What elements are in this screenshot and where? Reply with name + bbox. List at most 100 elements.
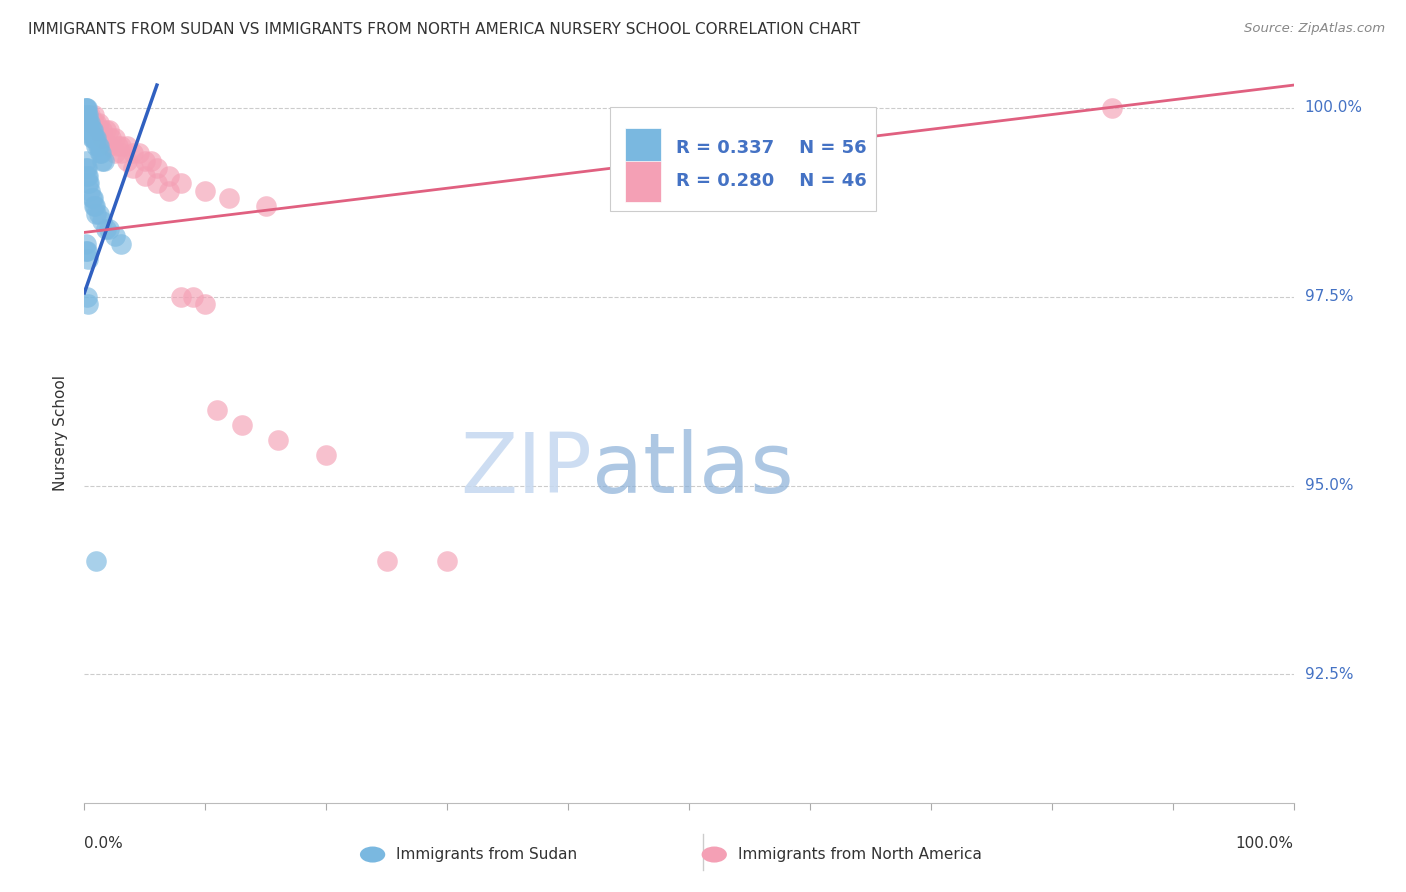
Point	[79, 116, 101, 130]
Point	[157, 169, 180, 183]
Point	[139, 153, 162, 168]
Point	[82, 191, 104, 205]
Point	[110, 236, 132, 251]
Point	[77, 108, 100, 122]
Point	[104, 229, 127, 244]
Point	[181, 290, 204, 304]
Point	[76, 116, 98, 130]
Point	[80, 191, 103, 205]
Point	[80, 116, 103, 130]
Point	[146, 161, 169, 176]
Point	[77, 116, 100, 130]
Text: 92.5%: 92.5%	[1305, 667, 1353, 681]
Text: IMMIGRANTS FROM SUDAN VS IMMIGRANTS FROM NORTH AMERICA NURSERY SCHOOL CORRELATIO: IMMIGRANTS FROM SUDAN VS IMMIGRANTS FROM…	[28, 22, 860, 37]
Point	[91, 153, 114, 168]
Point	[100, 131, 122, 145]
Point	[86, 138, 108, 153]
Point	[77, 123, 100, 137]
Point	[254, 199, 277, 213]
Point	[77, 252, 100, 266]
Point	[157, 184, 180, 198]
Point	[87, 138, 110, 153]
Text: 0.0%: 0.0%	[84, 836, 124, 851]
Point	[93, 153, 115, 168]
Point	[91, 214, 114, 228]
Text: Immigrants from North America: Immigrants from North America	[738, 847, 981, 862]
Point	[91, 131, 114, 145]
Point	[87, 206, 110, 220]
Point	[110, 146, 132, 161]
Point	[115, 153, 138, 168]
Point	[97, 221, 120, 235]
Text: 97.5%: 97.5%	[1305, 289, 1353, 304]
Point	[97, 138, 120, 153]
Point	[79, 184, 101, 198]
Point	[76, 101, 98, 115]
Point	[76, 108, 98, 122]
Point	[76, 169, 98, 183]
Point	[84, 199, 107, 213]
Point	[86, 131, 108, 145]
Point	[83, 108, 105, 122]
Point	[375, 554, 398, 568]
Point	[75, 244, 97, 259]
Y-axis label: Nursery School: Nursery School	[53, 375, 69, 491]
Point	[94, 123, 117, 137]
Point	[77, 169, 100, 183]
Point	[315, 448, 337, 462]
Point	[1101, 101, 1123, 115]
Point	[86, 206, 108, 220]
Point	[267, 433, 290, 447]
Point	[77, 177, 100, 191]
Point	[170, 177, 193, 191]
Point	[80, 131, 103, 145]
Point	[128, 146, 150, 161]
Point	[89, 146, 111, 161]
Point	[83, 199, 105, 213]
Point	[77, 123, 100, 137]
Point	[110, 138, 132, 153]
Point	[75, 108, 97, 122]
Point	[82, 131, 104, 145]
Point	[76, 290, 98, 304]
Point	[77, 116, 100, 130]
Point	[86, 123, 108, 137]
Point	[75, 101, 97, 115]
Point	[75, 101, 97, 115]
Point	[97, 123, 120, 137]
Point	[75, 108, 97, 122]
Point	[194, 297, 217, 311]
Text: ZIP: ZIP	[460, 429, 592, 510]
Point	[75, 161, 97, 176]
Point	[121, 161, 143, 176]
Point	[86, 554, 108, 568]
Point	[75, 108, 97, 122]
Point	[83, 131, 105, 145]
Text: 100.0%: 100.0%	[1236, 836, 1294, 851]
Point	[104, 131, 127, 145]
FancyBboxPatch shape	[624, 128, 661, 169]
Point	[77, 177, 100, 191]
Point	[134, 153, 156, 168]
Point	[94, 221, 117, 235]
Point	[107, 138, 129, 153]
Point	[134, 169, 156, 183]
Point	[87, 116, 110, 130]
Point	[207, 403, 229, 417]
Text: R = 0.337    N = 56: R = 0.337 N = 56	[676, 139, 866, 157]
Point	[104, 146, 127, 161]
Point	[146, 177, 169, 191]
FancyBboxPatch shape	[624, 161, 661, 202]
Point	[91, 123, 114, 137]
Point	[76, 244, 98, 259]
Text: atlas: atlas	[592, 429, 794, 510]
Point	[76, 116, 98, 130]
Text: 95.0%: 95.0%	[1305, 478, 1353, 493]
Point	[84, 131, 107, 145]
Point	[76, 161, 98, 176]
Point	[121, 146, 143, 161]
Text: 100.0%: 100.0%	[1305, 100, 1362, 115]
Point	[86, 116, 108, 130]
Text: R = 0.280    N = 46: R = 0.280 N = 46	[676, 172, 866, 191]
Point	[77, 108, 100, 122]
